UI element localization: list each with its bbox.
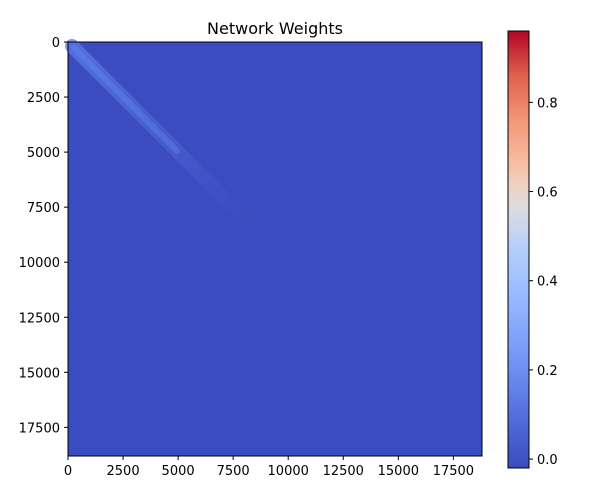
x-tick-label: 15000	[378, 464, 419, 479]
y-tick-label: 7500	[27, 201, 60, 216]
colorbar-gradient	[507, 30, 530, 469]
x-axis: 0 2500 5000 7500 10000 12500 15000 17500	[64, 456, 474, 479]
plot-area	[65, 39, 483, 457]
y-axis: 0 2500 5000 7500 10000 12500 15000 17500	[19, 36, 68, 436]
colorbar-tick-label: 0.8	[537, 96, 558, 111]
x-tick-label: 17500	[433, 464, 474, 479]
x-tick-label: 7500	[217, 464, 250, 479]
y-tick-label: 12500	[19, 311, 60, 326]
colorbar-tick-label: 0.0	[537, 453, 558, 468]
x-tick-label: 2500	[107, 464, 140, 479]
y-tick-label: 5000	[27, 146, 60, 161]
x-tick-label: 12500	[323, 464, 364, 479]
x-tick-label: 0	[64, 464, 72, 479]
plot-frame	[67, 41, 483, 457]
diagonal-band-mark	[65, 39, 274, 248]
colorbar-tick-label: 0.4	[537, 275, 558, 290]
colorbar-ticks: 0.0 0.2 0.4 0.6 0.8	[529, 96, 558, 468]
y-tick-label: 0	[52, 36, 60, 51]
colorbar-tick-label: 0.2	[537, 364, 558, 379]
colorbar-tick-label: 0.6	[537, 186, 558, 201]
diagonal-band-core	[71, 45, 181, 155]
y-tick-label: 17500	[19, 421, 60, 436]
y-tick-label: 10000	[19, 256, 60, 271]
y-tick-label: 15000	[19, 366, 60, 381]
colorbar: 0.0 0.2 0.4 0.6 0.8	[507, 30, 558, 469]
diagonal-band	[65, 39, 274, 248]
x-tick-label: 5000	[162, 464, 195, 479]
x-tick-label: 10000	[268, 464, 309, 479]
y-tick-label: 2500	[27, 91, 60, 106]
chart-title: Network Weights	[207, 19, 343, 38]
